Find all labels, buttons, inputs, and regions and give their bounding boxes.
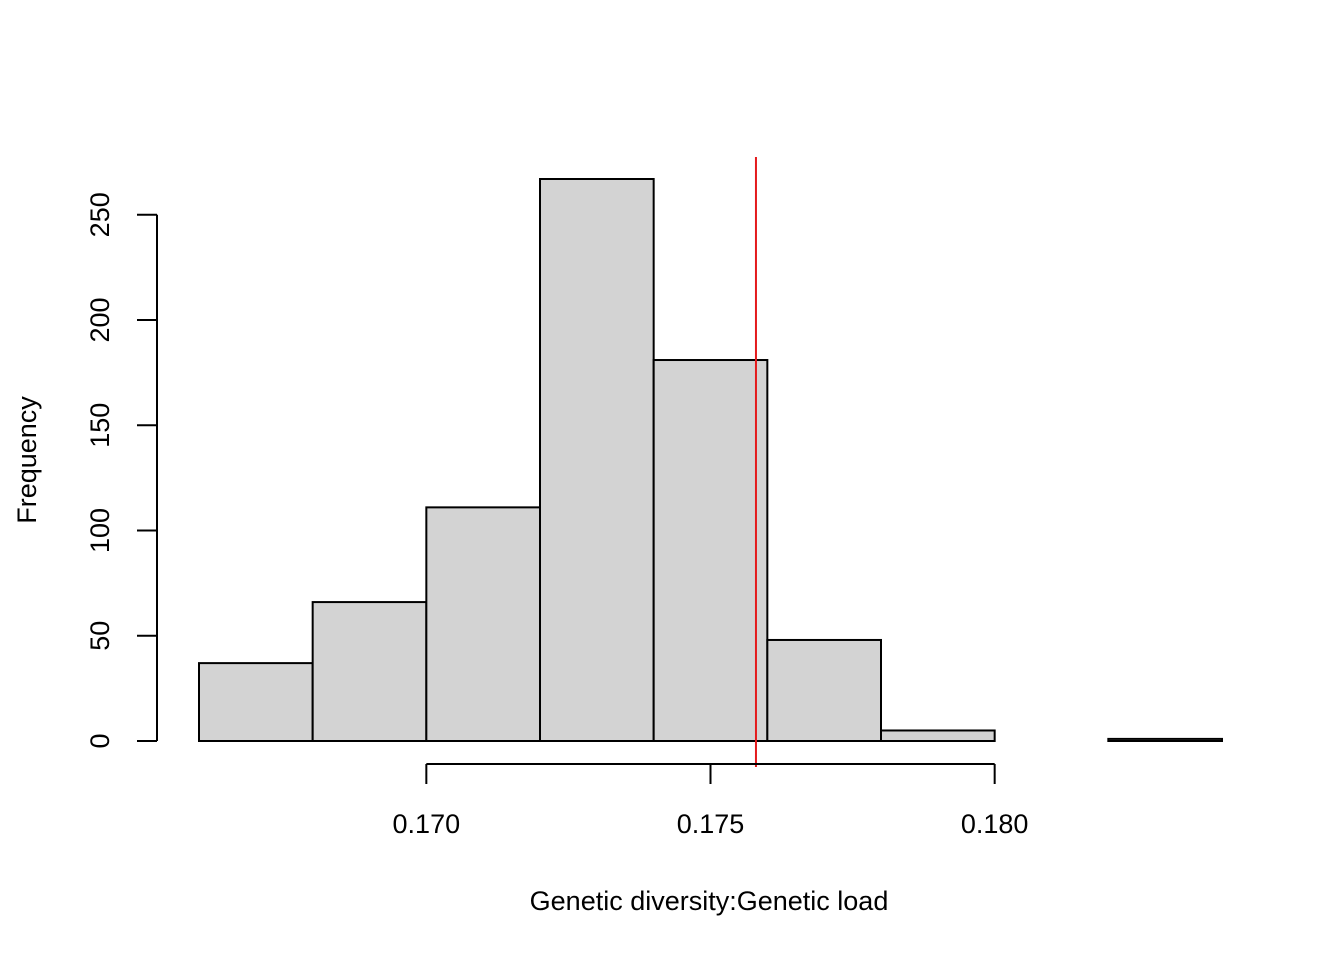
y-tick-label: 150 [85, 403, 115, 448]
histogram-bar [198, 662, 314, 743]
y-axis: 0 50 100 150 200 250 [85, 192, 158, 749]
histogram-bar [539, 178, 655, 742]
x-tick-label: 0.170 [393, 809, 461, 839]
y-tick-label: 200 [85, 297, 115, 342]
y-tick-label: 250 [85, 192, 115, 237]
histogram-bar [1107, 737, 1224, 743]
histogram-bar [766, 638, 882, 743]
histogram-bars [198, 178, 1224, 743]
y-axis-label: Frequency [12, 396, 42, 524]
y-tick-label: 100 [85, 508, 115, 553]
histogram-bar [880, 729, 996, 742]
x-axis-label: Genetic diversity:Genetic load [530, 886, 889, 916]
histogram-bar [652, 359, 769, 742]
y-tick-label: 0 [85, 733, 115, 748]
histogram-bar [425, 506, 542, 742]
x-tick-label: 0.175 [677, 809, 745, 839]
x-axis: 0.170 0.175 0.180 [393, 763, 1029, 839]
y-tick-label: 50 [85, 621, 115, 651]
x-tick-label: 0.180 [961, 809, 1029, 839]
histogram-bar [311, 601, 428, 743]
